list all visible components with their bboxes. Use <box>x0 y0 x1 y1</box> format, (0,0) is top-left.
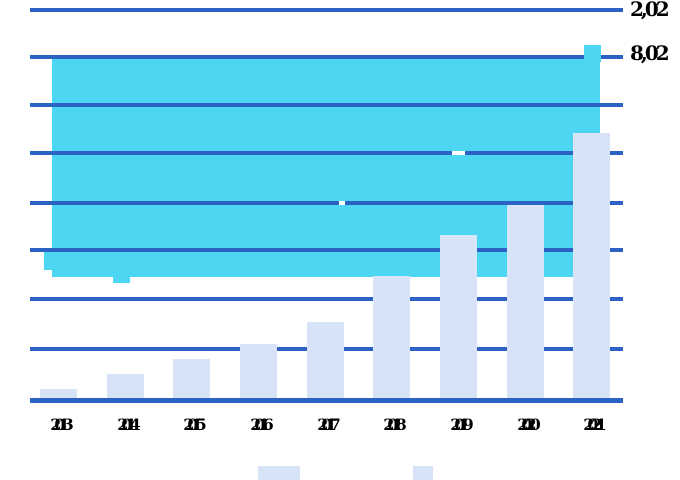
bar-2014[interactable] <box>107 374 144 398</box>
x-tick-label-2021: 2021 <box>583 415 607 434</box>
bar-2015[interactable] <box>173 359 210 398</box>
bar-2020[interactable] <box>507 205 544 398</box>
right-value-label: 8,02 <box>630 41 670 65</box>
legend-swatch-2[interactable] <box>413 466 433 480</box>
x-tick-label-2018: 2018 <box>383 415 407 434</box>
x-tick-label-2020: 2020 <box>517 415 541 434</box>
bar-2019[interactable] <box>440 235 477 398</box>
bar-2013[interactable] <box>40 389 77 398</box>
bar-2016[interactable] <box>240 344 277 398</box>
y-gridline <box>30 248 623 252</box>
x-tick-label-2016: 2016 <box>250 415 274 434</box>
x-tick-label-2014: 2014 <box>117 415 141 434</box>
y-gridline <box>30 151 623 155</box>
bar-2018[interactable] <box>373 276 410 398</box>
cyan-band-fragment <box>44 250 52 270</box>
y-gridline <box>30 8 623 12</box>
y-gridline <box>30 201 623 205</box>
bar-2021[interactable] <box>573 133 610 398</box>
legend-swatch-1[interactable] <box>258 466 300 480</box>
bar-2017[interactable] <box>307 322 344 398</box>
y-gridline <box>30 55 623 59</box>
gridline-gap <box>452 151 465 155</box>
x-axis-line <box>30 398 623 403</box>
cyan-band-fragment-top <box>584 45 601 62</box>
y-gridline <box>30 103 623 107</box>
x-tick-label-2019: 2019 <box>450 415 474 434</box>
gridline-gap <box>339 201 345 205</box>
x-tick-label-2015: 2015 <box>183 415 207 434</box>
y-gridline <box>30 297 623 301</box>
right-value-label: 2,02 <box>630 0 670 21</box>
x-tick-label-2013: 2013 <box>50 415 74 434</box>
x-tick-label-2017: 2017 <box>317 415 341 434</box>
cyan-band-fragment <box>113 277 130 283</box>
